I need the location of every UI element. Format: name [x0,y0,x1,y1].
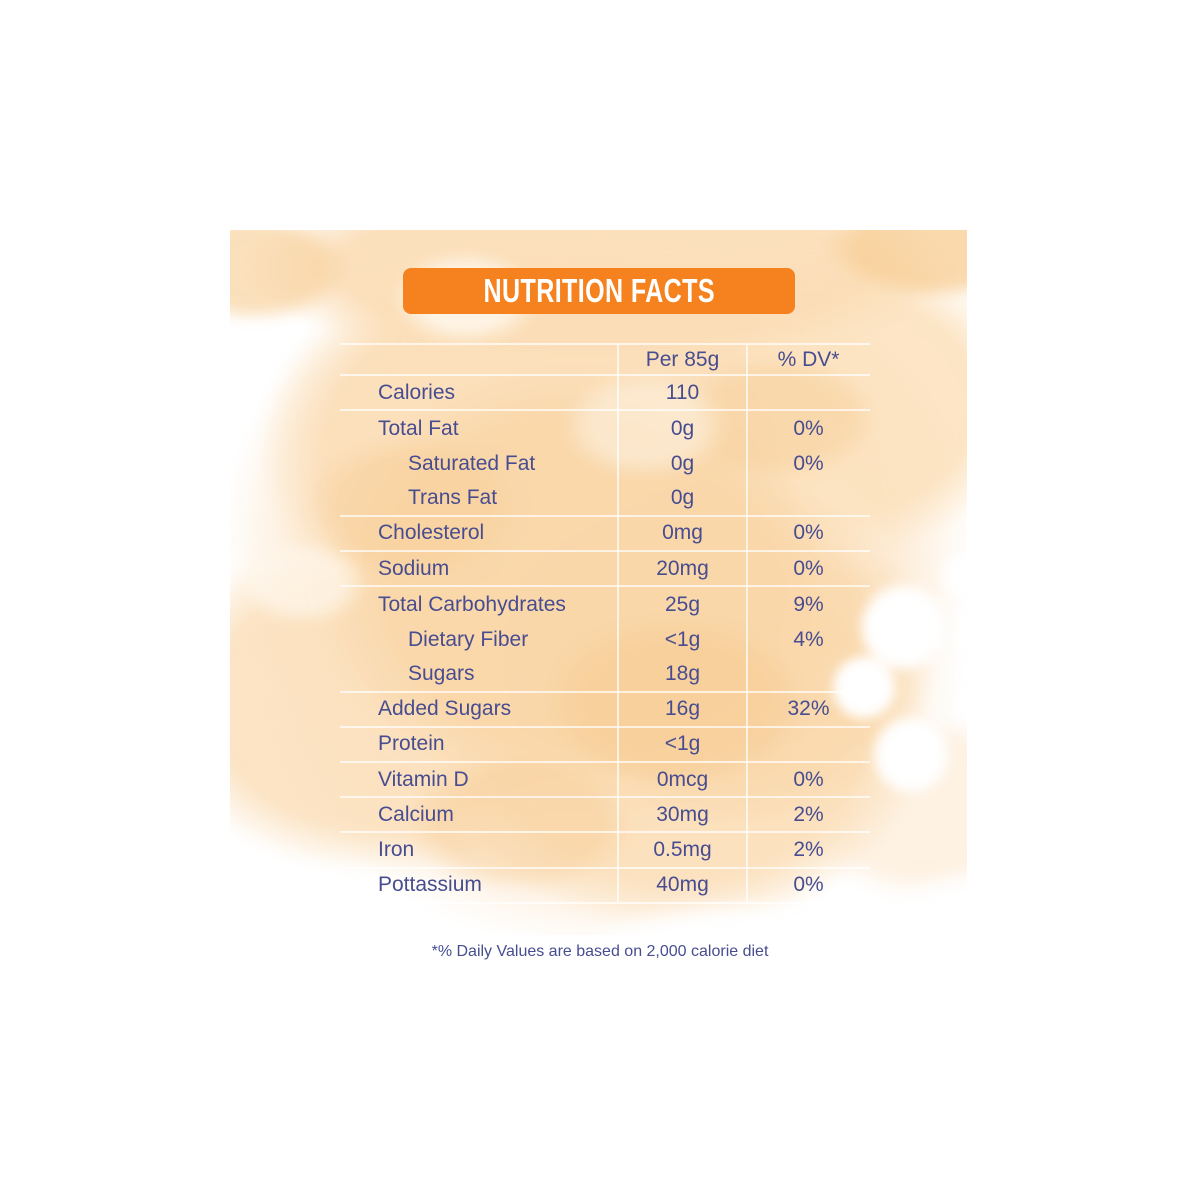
table-row: Protein <1g [340,728,870,764]
nutrient-amount: 20mg [656,556,709,580]
nutrition-facts-title: NUTRITION FACTS [483,272,715,309]
nutrient-label: Cholesterol [378,521,485,545]
nutrient-dv: 9% [793,592,824,616]
table-row: Sugars 18g [340,658,870,693]
nutrient-dv: 2% [793,838,824,862]
table-body: Calories 110 Total Fat 0g 0% Saturated F… [340,376,870,904]
nutrient-amount: 25g [664,592,701,616]
nutrient-label: Dietary Fiber [408,627,529,651]
nutrient-dv: 0% [793,521,824,545]
nutrient-amount: 110 [665,380,700,404]
watercolor-paint [230,230,967,935]
nutrient-label: Sugars [408,662,475,686]
table-row: Pottassium 40mg 0% [340,869,870,904]
table-row: Calories 110 [340,376,870,412]
nutrient-dv: 2% [793,802,824,826]
nutrient-amount: 30mg [656,802,709,826]
nutrient-label: Trans Fat [408,486,498,510]
nutrient-amount: 18g [664,662,701,686]
nutrient-label: Calories [378,380,456,404]
table-row: Calcium 30mg 2% [340,798,870,834]
nutrient-dv: 32% [787,697,830,721]
nutrient-dv: 0% [793,767,824,791]
nutrient-label: Added Sugars [378,697,512,721]
table-row: Cholesterol 0mg 0% [340,517,870,552]
column-header-dv: % DV* [777,347,840,371]
table-row: Total Fat 0g 0% [340,411,870,446]
nutrient-label: Protein [378,732,445,756]
column-header-amount: Per 85g [645,347,720,371]
nutrient-amount: 0g [670,451,695,475]
table-row: Saturated Fat 0g 0% [340,446,870,481]
nutrient-label: Total Carbohydrates [378,592,566,616]
nutrient-amount: 0g [670,416,695,440]
daily-values-footnote: *% Daily Values are based on 2,000 calor… [431,943,769,960]
table-row: Trans Fat 0g [340,482,870,517]
nutrition-table: Per 85g % DV* Calories 110 Total Fat 0g … [340,343,870,904]
nutrient-dv: 4% [793,627,824,651]
nutrient-amount: <1g [664,627,701,651]
table-row: Added Sugars 16g 32% [340,693,870,728]
nutrient-amount: 0mg [662,521,703,545]
nutrition-facts-header: NUTRITION FACTS [403,268,795,314]
nutrient-amount: <1g [664,732,701,756]
nutrient-dv: 0% [793,556,824,580]
table-row: Vitamin D 0mcg 0% [340,763,870,799]
nutrient-amount: 16g [664,697,701,721]
nutrient-label: Saturated Fat [408,451,536,475]
nutrient-dv: 0% [793,873,824,897]
nutrient-dv: 0% [793,416,824,440]
table-row: Total Carbohydrates 25g 9% [340,587,870,622]
column-divider [617,345,619,902]
nutrient-amount: 40mg [656,873,709,897]
nutrient-amount: 0g [670,486,695,510]
nutrient-label: Pottassium [378,873,482,897]
nutrient-label: Iron [378,838,415,862]
column-divider [746,345,748,902]
table-row: Iron 0.5mg 2% [340,833,870,869]
nutrient-label: Total Fat [378,416,459,440]
nutrient-label: Calcium [378,802,454,826]
table-row: Dietary Fiber <1g 4% [340,622,870,657]
table-row: Sodium 20mg 0% [340,552,870,588]
nutrient-amount: 0.5mg [653,838,712,862]
nutrient-label: Sodium [378,556,450,580]
nutrient-dv: 0% [793,451,824,475]
nutrient-label: Vitamin D [378,767,469,791]
watercolor-background [230,230,967,935]
table-header-row: Per 85g % DV* [340,345,870,376]
nutrient-amount: 0mcg [656,767,709,791]
